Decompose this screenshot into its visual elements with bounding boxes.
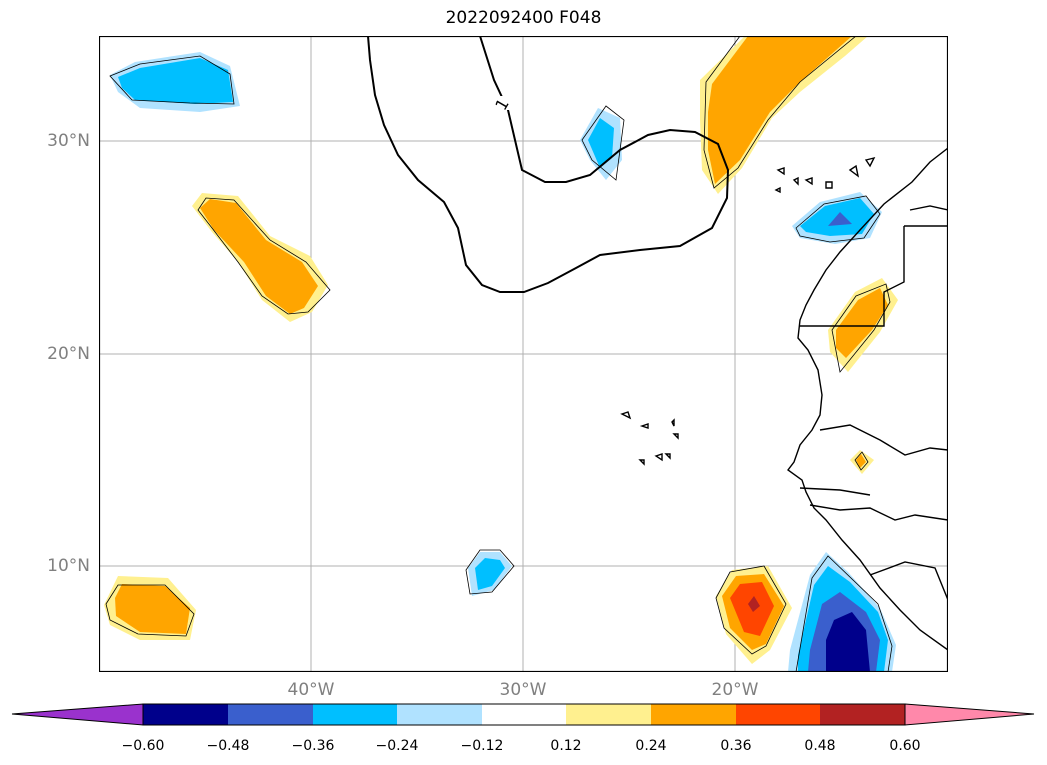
lon-label-30w: 30°W — [499, 680, 547, 700]
pressure-contour-line — [367, 36, 730, 293]
canary-islands — [774, 156, 876, 194]
colorbar-bin — [397, 704, 482, 725]
lat-label-30n: 30°N — [47, 131, 90, 151]
positive-anomaly-senegal — [850, 450, 874, 474]
contour-label-bg — [494, 96, 510, 110]
colorbar-bin — [228, 704, 313, 725]
colorbar-bin — [736, 704, 820, 725]
colorbar-tick: −0.12 — [460, 738, 504, 754]
lat-label-20n: 20°N — [47, 344, 90, 364]
map-title: 2022092400 F048 — [445, 8, 602, 28]
colorbar-tick: −0.48 — [206, 738, 250, 754]
colorbar — [11, 703, 1035, 726]
cape-verde-islands — [620, 411, 679, 466]
colorbar-bin — [651, 704, 736, 725]
colorbar-bin — [143, 704, 228, 725]
colorbar-tick: −0.36 — [291, 738, 335, 754]
colorbar-tick: 0.48 — [804, 738, 836, 754]
colorbar-tick: −0.24 — [375, 738, 419, 754]
colorbar-extend-high — [904, 703, 1035, 726]
positive-anomaly-southeast — [715, 565, 792, 664]
colorbar-tick: 0.12 — [550, 738, 582, 754]
positive-anomaly-west-band — [192, 193, 331, 322]
colorbar-tick: 0.36 — [720, 738, 752, 754]
colorbar-bin — [313, 704, 397, 725]
positive-anomaly-southwest — [104, 576, 196, 640]
map-plot-area — [99, 36, 948, 672]
positive-anomaly-sahara — [828, 278, 898, 373]
lon-label-20w: 20°W — [711, 680, 759, 700]
negative-anomaly-nw — [109, 52, 240, 112]
lat-label-10n: 10°N — [47, 556, 90, 576]
negative-anomaly-southeast — [788, 552, 896, 672]
colorbar-bin — [482, 704, 566, 725]
colorbar-tick: 0.60 — [889, 738, 921, 754]
positive-anomaly-northeast — [700, 36, 868, 194]
colorbar-extend-low — [11, 703, 144, 726]
map-frame — [99, 36, 948, 672]
negative-anomaly-north-small — [580, 105, 625, 181]
negative-anomaly-south-small — [465, 549, 515, 596]
colorbar-tick: 0.24 — [635, 738, 667, 754]
graticule — [99, 36, 948, 672]
lon-label-40w: 40°W — [287, 680, 335, 700]
colorbar-bin — [566, 704, 651, 725]
coastline — [787, 147, 948, 651]
negative-anomaly-canary — [792, 192, 882, 244]
colorbar-bin — [820, 704, 905, 725]
colorbar-tick: −0.60 — [121, 738, 165, 754]
